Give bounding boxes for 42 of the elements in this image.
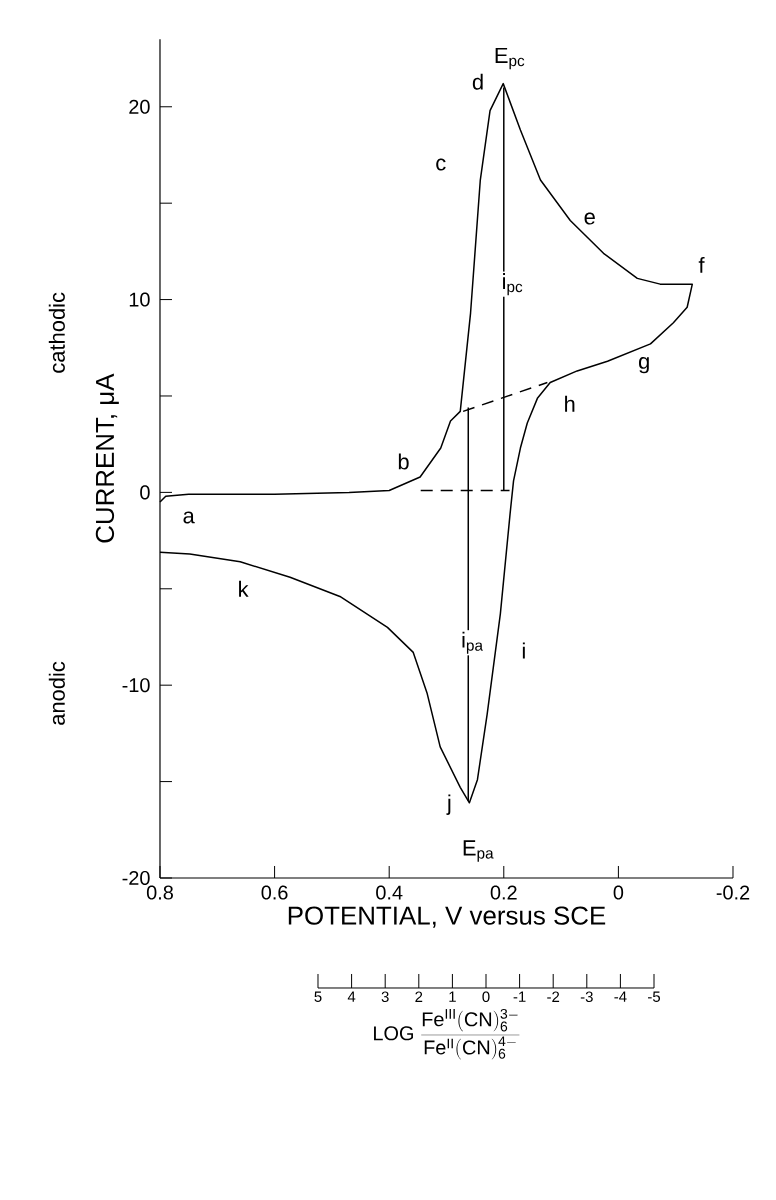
x2-tick-label: 2 <box>415 991 423 1002</box>
x2-tick-label: 5 <box>314 991 322 1002</box>
x-tick-label: 0.8 <box>146 885 173 900</box>
annotation: f <box>698 256 705 273</box>
annotation: k <box>239 580 249 597</box>
x2-tick-label: -4 <box>614 991 627 1002</box>
annotation: g <box>639 356 649 374</box>
text: anodic <box>48 661 65 725</box>
x-tick-label: 0.6 <box>261 885 288 900</box>
annotation: a <box>183 511 195 524</box>
x2-tick-label: 3 <box>381 991 389 1003</box>
x2-tick-label: 0 <box>482 991 490 1003</box>
annotation: h <box>565 395 575 412</box>
annotation: i$_{pc}$ <box>503 273 523 296</box>
y-tick-label: -20 <box>122 870 150 886</box>
annotation: e <box>584 212 595 225</box>
annotation: E$_{pa}$ <box>463 840 494 862</box>
annotation: c <box>436 158 446 171</box>
x-axis-title: POTENTIAL, V versus SCE <box>288 906 606 928</box>
y-axis-title: CURRENT, μA <box>95 373 119 543</box>
x-tick-label: 0.4 <box>376 885 403 900</box>
x2-tick-label: -2 <box>547 991 560 1002</box>
x2-tick-label: 1 <box>449 991 456 1002</box>
y-tick-label: 10 <box>129 292 150 307</box>
x2-tick-label: -5 <box>648 991 661 1002</box>
x2-tick-label: 4 <box>347 991 356 1002</box>
x2-axis-title: $\mathrm{LOG}\ \frac{\mathrm{Fe^{III}(CN)_6^{3-}}}{\mathrm{Fe^{II}(CN)_6^{4-}}}$ <box>374 1008 520 1060</box>
annotation: i <box>522 642 525 659</box>
annotation: i$_{pa}$ <box>462 631 483 654</box>
y-tick-label: 0 <box>140 485 150 500</box>
x-tick-label: 0.2 <box>490 885 517 900</box>
annotation: j <box>446 794 451 815</box>
annotation: b <box>398 453 409 470</box>
x2-tick-label: -1 <box>513 991 526 1002</box>
x-tick-label: 0 <box>613 885 624 900</box>
text: cathodic <box>48 292 65 373</box>
annotation: d <box>472 73 483 90</box>
x-tick-label: -0.2 <box>716 885 750 900</box>
y-tick-label: 20 <box>129 99 150 114</box>
annotation: E$_{pc}$ <box>495 47 525 70</box>
x2-tick-label: -3 <box>580 991 593 1003</box>
y-tick-label: -10 <box>122 678 150 693</box>
